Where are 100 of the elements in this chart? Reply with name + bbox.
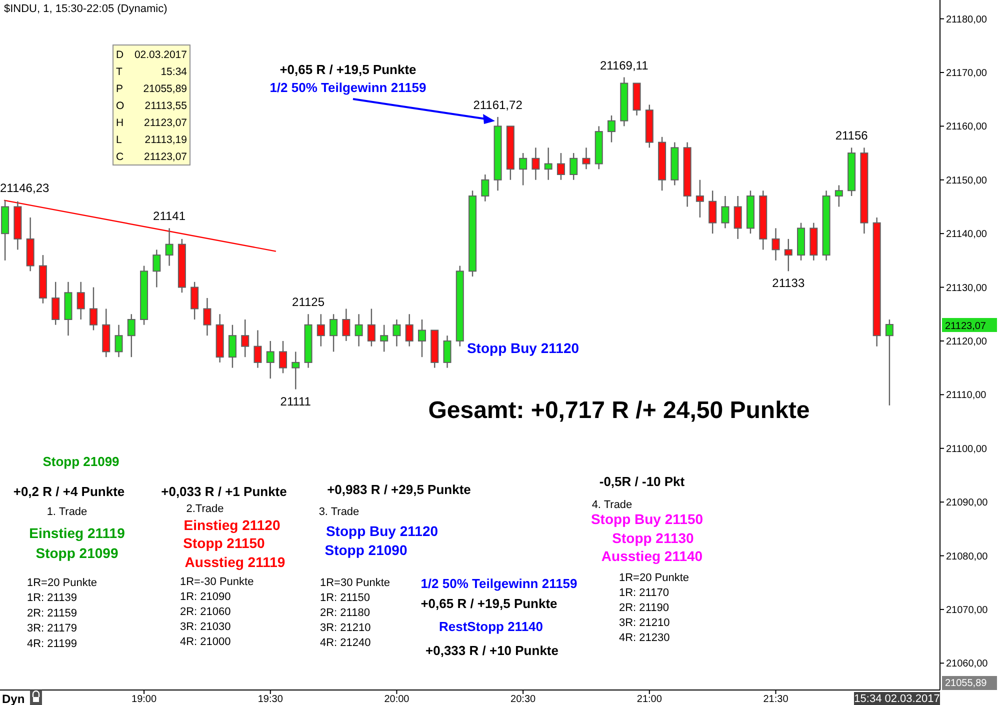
annotation: 21055,89 xyxy=(143,83,188,95)
annotation: O xyxy=(116,100,124,112)
annotation: Stopp 21099 xyxy=(42,454,120,469)
x-tick-label: 20:00 xyxy=(384,694,410,705)
candlestick xyxy=(608,114,616,143)
annotation: 1R=30 Punkte xyxy=(320,577,390,589)
annotation: 21111 xyxy=(280,394,312,408)
annotation: 21169,11 xyxy=(600,58,649,72)
annotation: D xyxy=(116,49,124,61)
y-tick-label: 21120,00 xyxy=(946,336,988,348)
candlestick xyxy=(708,190,717,234)
annotation: 21123,07 xyxy=(144,151,188,163)
annotation: 1/2 50% Teilgewinn 21159 xyxy=(420,576,578,591)
candlestick xyxy=(519,152,528,186)
annotation: 2R: 21190 xyxy=(619,602,669,614)
annotation: Stopp 21150 xyxy=(183,535,266,551)
candlestick xyxy=(152,249,161,288)
annotation: 15:34 xyxy=(160,66,188,78)
annotation: 3R: 21179 xyxy=(27,622,77,635)
candlestick xyxy=(481,174,490,202)
candlestick xyxy=(582,147,590,170)
y-tick-label: 21090,00 xyxy=(946,498,988,509)
x-tick-label: 21:00 xyxy=(636,694,662,705)
annotation: 4. Trade xyxy=(592,499,632,511)
text: 21123,07 xyxy=(945,321,986,332)
candlestick xyxy=(544,147,552,180)
annotation: 21146,23 xyxy=(0,181,50,196)
candlestick xyxy=(52,281,60,326)
x-tick-label: 21:30 xyxy=(763,694,789,705)
candlestick xyxy=(405,314,414,347)
annotation: 3R: 21210 xyxy=(320,622,371,634)
candlestick xyxy=(696,179,704,218)
candlestick xyxy=(367,308,376,347)
annotation: -0,5R / -10 Pkt xyxy=(599,474,686,489)
candlestick xyxy=(76,281,85,320)
annotation: T xyxy=(116,66,123,78)
candlestick xyxy=(721,195,730,229)
candlestick xyxy=(279,340,288,374)
candlestick xyxy=(380,324,388,352)
annotation: +0,333 R / +10 Punkte xyxy=(426,643,558,658)
y-tick-label: 21100,00 xyxy=(946,444,988,455)
candlestick xyxy=(784,238,792,272)
annotation: 21125 xyxy=(292,295,325,310)
annotation: 2.Trade xyxy=(186,503,224,515)
annotation: C xyxy=(116,151,124,163)
candlestick xyxy=(556,152,565,180)
candlestick xyxy=(532,147,540,180)
annotation: 1R: 21170 xyxy=(619,587,669,599)
annotation: 21141 xyxy=(153,209,186,224)
annotation: Stopp 21099 xyxy=(36,545,118,561)
text: 21055,89 xyxy=(945,678,988,689)
annotation: 02.03.2017 xyxy=(134,49,188,61)
candlestick xyxy=(734,195,742,240)
y-tick-label: 21180,00 xyxy=(946,14,988,26)
candlestick xyxy=(254,330,262,368)
annotation: H xyxy=(116,117,124,129)
annotation: Ausstieg 21119 xyxy=(184,554,286,570)
annotation: L xyxy=(116,134,122,146)
candlestick xyxy=(316,314,325,347)
annotation: 3R: 21030 xyxy=(180,621,231,633)
annotation: Stopp Buy 21150 xyxy=(590,511,704,527)
y-tick-label: 21170,00 xyxy=(946,68,988,79)
y-tick-label: 21110,00 xyxy=(946,390,987,402)
annotation: P xyxy=(116,83,124,95)
y-tick-label: 21130,00 xyxy=(946,282,988,294)
annotation: 21156 xyxy=(835,128,868,143)
y-tick-label: 21060,00 xyxy=(946,658,988,670)
candlestick xyxy=(885,318,894,406)
annotation: +0,65 R / +19,5 Punkte xyxy=(280,62,416,77)
annotation: 21113,19 xyxy=(144,134,188,146)
candlestick xyxy=(418,318,426,358)
annotation: 21123,07 xyxy=(144,117,188,129)
annotation: 1R=20 Punkte xyxy=(27,577,98,589)
annotation: 1R: 21139 xyxy=(27,592,77,604)
candlestick xyxy=(834,184,843,208)
annotation: Stopp Buy 21120 xyxy=(466,340,580,356)
x-tick-label: 20:30 xyxy=(510,694,536,705)
y-tick-label: 21080,00 xyxy=(946,551,988,562)
x-tick-label: 19:00 xyxy=(132,694,157,705)
chart-title: $INDU, 1, 15:30-22:05 (Dynamic) xyxy=(4,3,168,15)
annotation: Gesamt: +0,717 R /+ 24,50 Punkte xyxy=(428,397,810,424)
candlestick xyxy=(570,152,578,180)
annotation: 1R=-30 Punkte xyxy=(180,576,254,588)
annotation: 1R: 21150 xyxy=(320,592,370,604)
annotation: 4R: 21199 xyxy=(27,638,77,650)
annotation: RestStopp 21140 xyxy=(438,619,544,634)
y-tick-label: 21150,00 xyxy=(946,175,988,186)
candlestick xyxy=(190,281,199,320)
annotation: +0,033 R / +1 Punkte xyxy=(161,484,287,499)
candlestick xyxy=(114,324,123,358)
candlestick xyxy=(392,318,401,347)
annotation: 21161,72 xyxy=(473,98,523,112)
annotation: +0,983 R / +29,5 Punkte xyxy=(327,482,471,497)
y-tick-label: 21160,00 xyxy=(946,122,988,133)
candlestick xyxy=(266,340,274,380)
annotation: 4R: 21230 xyxy=(619,632,670,644)
candlestick xyxy=(228,324,236,368)
annotation: 1R: 21090 xyxy=(180,591,231,603)
candlestick xyxy=(203,297,212,336)
annotation: Ausstieg 21140 xyxy=(601,548,703,564)
